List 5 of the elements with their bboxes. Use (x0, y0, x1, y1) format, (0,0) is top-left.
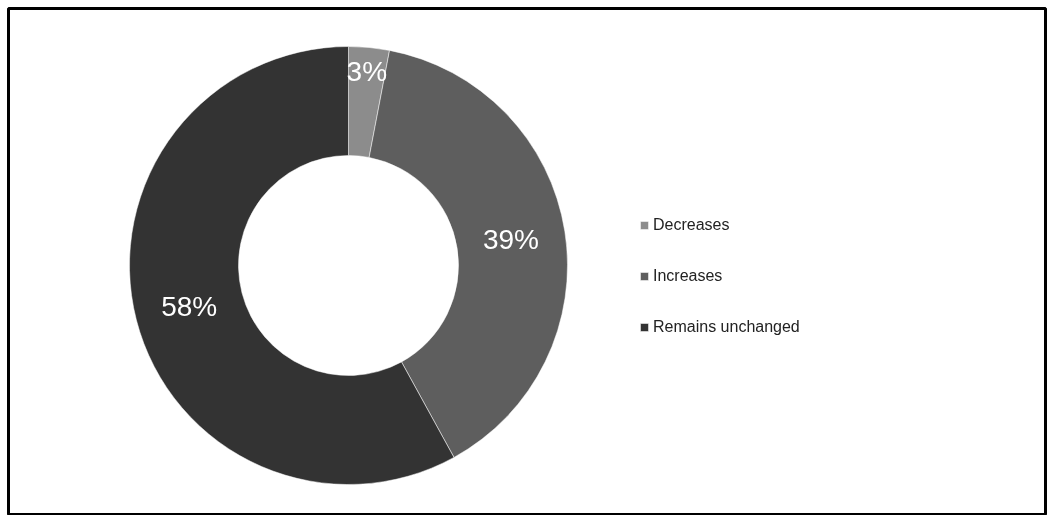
legend-label: Increases (653, 267, 723, 285)
legend-label: Remains unchanged (653, 318, 800, 336)
data-label: 58% (161, 290, 218, 322)
data-label: 39% (482, 224, 539, 256)
legend-label: Decreases (653, 216, 730, 234)
